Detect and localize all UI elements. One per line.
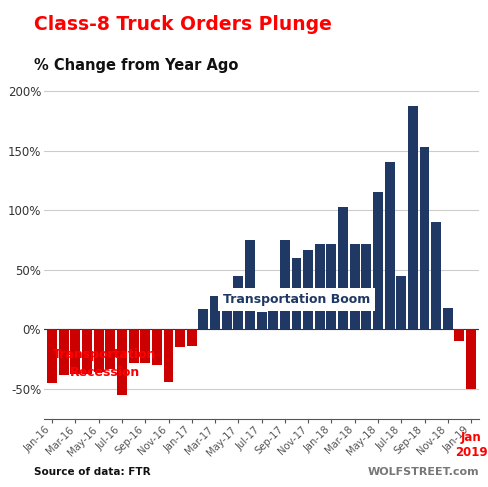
Bar xyxy=(244,240,254,329)
Bar xyxy=(372,192,382,329)
Bar xyxy=(453,329,464,341)
Bar xyxy=(326,244,336,329)
Bar xyxy=(349,244,359,329)
Bar xyxy=(430,222,440,329)
Bar xyxy=(384,163,394,329)
Bar xyxy=(140,329,150,363)
Text: Source of data: FTR: Source of data: FTR xyxy=(34,467,150,477)
Bar xyxy=(128,329,138,363)
Bar xyxy=(82,329,92,374)
Text: Transportation Boom: Transportation Boom xyxy=(223,293,369,306)
Bar xyxy=(59,329,69,375)
Bar xyxy=(279,240,289,329)
Text: % Change from Year Ago: % Change from Year Ago xyxy=(34,58,238,74)
Bar xyxy=(210,296,220,329)
Text: Jan
2019: Jan 2019 xyxy=(454,431,487,459)
Text: Transportation
Recession: Transportation Recession xyxy=(53,349,156,379)
Text: Class-8 Truck Orders Plunge: Class-8 Truck Orders Plunge xyxy=(34,15,331,34)
Bar xyxy=(407,107,417,329)
Bar xyxy=(117,329,127,395)
Bar xyxy=(256,312,266,329)
Bar xyxy=(361,244,370,329)
Bar xyxy=(70,329,80,374)
Text: WOLFSTREET.com: WOLFSTREET.com xyxy=(367,467,478,477)
Bar xyxy=(442,308,452,329)
Bar xyxy=(105,329,115,369)
Bar xyxy=(337,206,347,329)
Bar xyxy=(314,244,324,329)
Bar xyxy=(291,258,301,329)
Bar xyxy=(152,329,162,365)
Bar xyxy=(175,329,185,347)
Bar xyxy=(47,329,57,383)
Bar xyxy=(163,329,173,382)
Bar xyxy=(186,329,196,346)
Bar xyxy=(198,309,208,329)
Bar xyxy=(419,147,428,329)
Bar xyxy=(233,276,243,329)
Bar xyxy=(268,294,278,329)
Bar xyxy=(303,249,312,329)
Bar xyxy=(395,276,406,329)
Bar xyxy=(465,329,475,389)
Bar xyxy=(94,329,103,373)
Bar xyxy=(221,294,231,329)
